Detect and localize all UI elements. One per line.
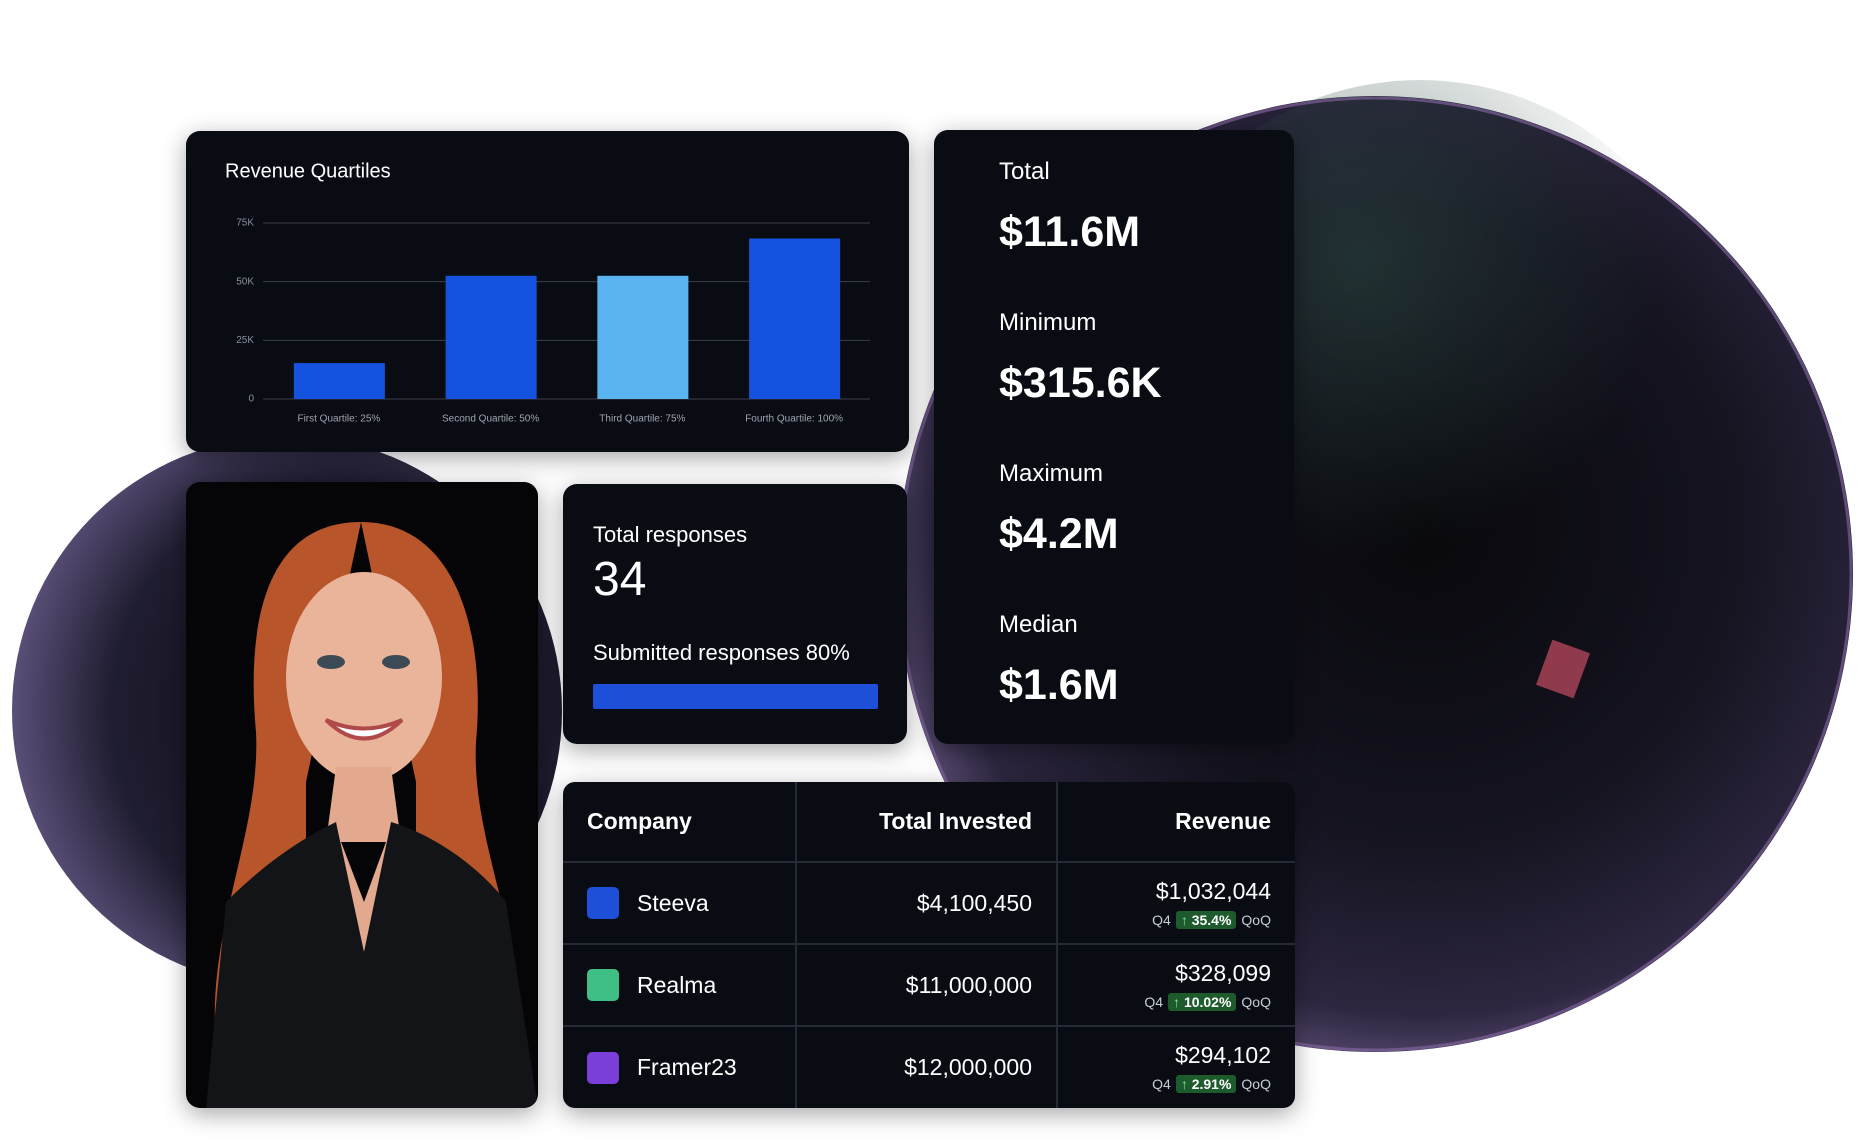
y-tick-label: 50K (236, 276, 254, 287)
progress-bar (593, 684, 878, 709)
company-icon (587, 969, 619, 1001)
revenue-value: $1,032,044 (1155, 877, 1271, 904)
change-pill: 35.4% (1175, 910, 1237, 929)
stat-label: Minimum (999, 309, 1097, 336)
invested-cell: $11,000,000 (797, 945, 1058, 1027)
stat-label: Maximum (999, 460, 1104, 487)
stat-value: $315.6K (999, 359, 1162, 407)
revenue-change: Q410.02%QoQ (1144, 992, 1271, 1011)
stat-value: $1.6M (999, 661, 1119, 709)
chart-card: Revenue Quartiles 0 25K 50K 75K First Quarti… (186, 131, 909, 452)
revenue-cell: $294,102Q42.91%QoQ (1058, 1027, 1295, 1108)
change-pill: 2.91% (1175, 1075, 1237, 1093)
eye (382, 655, 410, 669)
bar (293, 363, 385, 399)
responses-title: Total responses (593, 522, 748, 547)
quarter: Q4 (1152, 1076, 1171, 1092)
neckline (336, 822, 391, 952)
period: QoQ (1241, 911, 1271, 928)
x-tick-label: Fourth Quartile: 100% (745, 414, 843, 425)
stat-label: Median (999, 611, 1078, 638)
stat-value: $11.6M (999, 208, 1141, 256)
quarter: Q4 (1144, 993, 1164, 1010)
y-tick-label: 25K (236, 335, 254, 346)
header-cell: Total Invested (797, 782, 1058, 863)
revenue-change: Q42.91%QoQ (1152, 1075, 1271, 1093)
chart: Revenue Quartiles 0 25K 50K 75K First Quarti… (225, 160, 870, 425)
company-icon (587, 1051, 619, 1084)
invested-cell: $4,100,450 (797, 863, 1058, 945)
x-tick-label: Third Quartile: 75% (599, 414, 685, 425)
eye (317, 655, 345, 669)
stats-card: Total $11.6M Minimum $315.6K Maximum $4.2M Med… (934, 130, 1294, 744)
invested-cell: $12,000,000 (797, 1027, 1058, 1108)
chart-title: Revenue Quartiles (225, 160, 391, 182)
responses-card: Total responses 34 Submitted responses 8… (563, 484, 907, 744)
responses-count: 34 (593, 553, 647, 606)
x-tick-label: Second Quartile: 50% (442, 414, 539, 425)
revenue-value: $294,102 (1175, 1042, 1271, 1068)
header-cell: Company (563, 782, 797, 863)
table-card: Company Total Invested Revenue Steeva $4,… (563, 782, 1295, 1108)
submitted-label: Submitted responses 80% (593, 640, 850, 665)
bar (445, 275, 537, 399)
bar (749, 238, 841, 399)
revenue-cell: $1,032,044 Q435.4%QoQ (1058, 863, 1295, 945)
company-cell: Steeva (563, 863, 797, 945)
company-name: Steeva (637, 889, 709, 916)
sphere-reflection (1535, 639, 1591, 699)
period: QoQ (1241, 993, 1271, 1010)
x-tick-label: First Quartile: 25% (297, 414, 380, 425)
company-cell: Framer23 (563, 1027, 797, 1108)
y-tick-label: 0 (248, 394, 254, 405)
face (286, 572, 442, 782)
company-cell: Realma (563, 945, 797, 1027)
change-pill: 10.02% (1168, 992, 1237, 1011)
y-tick-label: 75K (236, 218, 254, 229)
company-name: Realma (637, 971, 717, 998)
neck (326, 767, 401, 842)
revenue-value: $328,099 (1175, 959, 1271, 986)
stat-label: Total (999, 158, 1050, 185)
table: Company Total Invested Revenue Steeva $4,… (563, 782, 1295, 1108)
company-name: Framer23 (637, 1054, 737, 1080)
quarter: Q4 (1152, 911, 1171, 928)
bar (597, 275, 689, 399)
top (206, 822, 538, 1108)
portrait (206, 522, 538, 1108)
period: QoQ (1241, 1076, 1271, 1092)
company-icon (587, 887, 619, 919)
header-cell: Revenue (1058, 782, 1295, 863)
revenue-cell: $328,099 Q410.02%QoQ (1058, 945, 1295, 1027)
photo-card (186, 482, 538, 1108)
smile (324, 718, 404, 741)
stat-value: $4.2M (999, 510, 1119, 558)
revenue-change: Q435.4%QoQ (1152, 910, 1271, 929)
